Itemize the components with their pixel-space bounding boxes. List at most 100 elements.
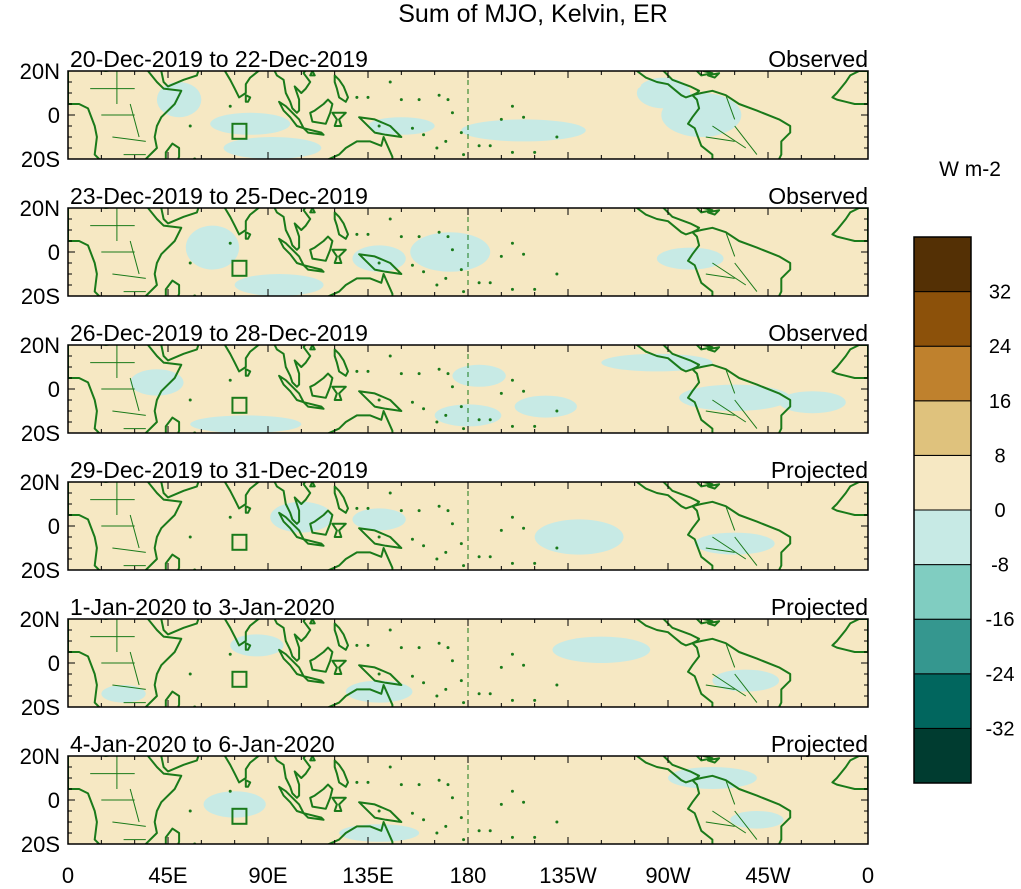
contour-level: [461, 119, 586, 142]
panel-field: [68, 745, 868, 844]
island: [399, 372, 403, 376]
coastline: [331, 385, 347, 401]
anomaly-11: [679, 384, 791, 411]
panel-status-label: Projected: [771, 594, 868, 620]
coastline: [831, 756, 868, 790]
island: [377, 124, 381, 128]
colorbar-swatch: [913, 673, 972, 729]
island: [422, 407, 426, 411]
country-border: [112, 410, 146, 416]
island: [377, 261, 381, 265]
anomaly-9: [514, 395, 577, 418]
coastline: [331, 522, 347, 538]
island: [366, 506, 370, 510]
island: [422, 133, 426, 137]
coastline: [302, 812, 325, 821]
coastline: [358, 116, 403, 138]
coastline: [331, 796, 347, 812]
anomaly-6: [410, 232, 491, 272]
island: [228, 104, 232, 108]
coastline: [309, 71, 316, 77]
island: [478, 571, 481, 574]
island: [533, 698, 537, 702]
coastline: [273, 756, 312, 799]
island: [462, 838, 466, 842]
island: [488, 281, 492, 285]
panel-status-label: Observed: [768, 320, 868, 346]
coastline: [331, 659, 347, 675]
country-border: [705, 547, 735, 553]
x-tick-label: 45W: [745, 863, 790, 888]
contour-level: [350, 360, 431, 396]
island: [417, 235, 421, 239]
country-border: [705, 410, 735, 416]
coastline: [223, 482, 261, 510]
contour-level: [101, 685, 146, 703]
coastlines: [68, 745, 868, 844]
panel-6: 20N 0 20S 4-Jan-2020 to 6-Jan-2020 Projected: [20, 731, 869, 857]
coastline: [302, 264, 325, 273]
island: [499, 665, 503, 669]
island: [435, 420, 439, 424]
island: [450, 522, 454, 526]
island: [478, 708, 481, 711]
coastline: [831, 345, 868, 379]
coastline: [223, 756, 261, 784]
coastline: [160, 208, 200, 225]
x-tick-label: 90W: [645, 863, 690, 888]
island: [555, 272, 559, 276]
island: [450, 248, 454, 252]
contour-level: [352, 508, 406, 531]
country-border: [734, 673, 758, 703]
coastline: [335, 608, 339, 615]
coastline: [335, 745, 339, 752]
island: [366, 643, 370, 647]
contour-level: [230, 634, 284, 657]
coastline: [160, 619, 200, 636]
country-border: [712, 125, 747, 149]
coastline: [333, 622, 349, 651]
colorbar-frame: [913, 236, 972, 784]
country-border: [705, 821, 735, 827]
island: [488, 692, 492, 696]
panel-ticks: [67, 344, 869, 434]
anomaly-12: [801, 84, 868, 120]
coastline: [309, 482, 316, 488]
panel-5: 20N 0 20S 1-Jan-2020 to 3-Jan-2020 Projected: [20, 594, 869, 720]
coastlines: [68, 345, 868, 433]
contour-level: [168, 501, 235, 524]
anomaly-3: [345, 680, 413, 703]
coastline: [160, 345, 200, 362]
island: [499, 391, 503, 395]
coastline: [326, 684, 394, 707]
country-border: [712, 536, 747, 560]
island: [417, 372, 421, 376]
island: [355, 643, 359, 647]
island: [444, 550, 448, 554]
island: [499, 117, 503, 121]
y-tick-label: 20S: [21, 421, 60, 446]
anomaly-6: [501, 824, 568, 838]
coastline: [326, 410, 394, 433]
anomaly-2: [230, 634, 284, 657]
contour-level: [779, 391, 846, 414]
colorbar-tick-label: 24: [989, 336, 1011, 358]
island: [228, 789, 232, 793]
coastline: [223, 619, 261, 647]
country-border: [725, 95, 736, 120]
island: [417, 783, 421, 787]
contour-level: [483, 227, 564, 255]
anomaly-8: [101, 685, 146, 703]
panels-group: 20N 0 20S 20-Dec-2019 to 22-Dec-2019 Observe…: [20, 46, 869, 857]
coastline: [707, 620, 721, 627]
country-border: [734, 125, 758, 155]
island: [488, 555, 492, 559]
coastline: [687, 774, 792, 844]
coastline: [244, 505, 252, 514]
coastline: [164, 690, 181, 707]
island: [444, 139, 448, 143]
contour-level: [445, 486, 513, 509]
island: [377, 809, 381, 813]
country-border: [734, 810, 758, 840]
